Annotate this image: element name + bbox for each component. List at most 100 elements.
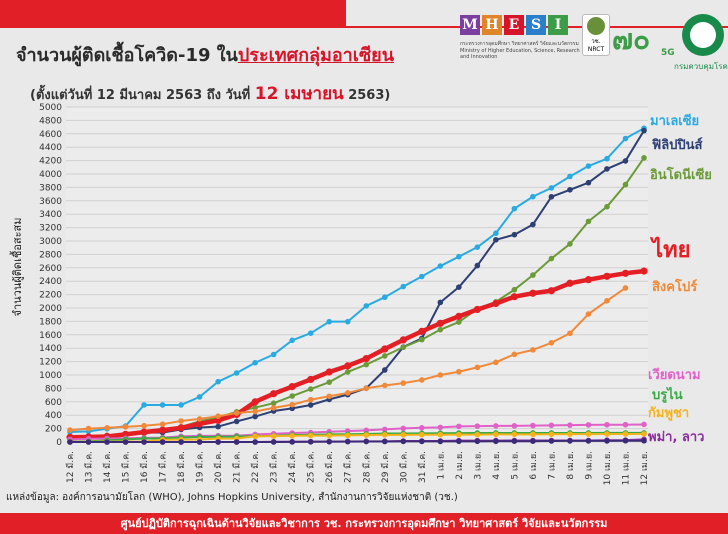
x-tick-label: 13 มี.ค. xyxy=(84,451,95,483)
data-point xyxy=(344,369,351,375)
mhesi-letter: I xyxy=(548,15,568,35)
data-point xyxy=(492,299,500,308)
data-point xyxy=(456,284,462,290)
x-tick-label: 1 เม.ย. xyxy=(436,451,446,480)
data-point xyxy=(270,390,278,398)
data-point xyxy=(141,402,147,408)
data-point xyxy=(641,421,647,428)
data-point xyxy=(474,364,481,371)
x-tick-label: 28 มี.ค. xyxy=(361,451,372,483)
x-tick-label: 30 มี.ค. xyxy=(398,451,409,483)
data-point xyxy=(604,431,610,437)
data-point xyxy=(585,179,592,186)
data-point xyxy=(548,185,555,191)
y-tick-label: 3000 xyxy=(39,237,62,247)
data-point xyxy=(400,344,407,351)
data-point xyxy=(493,423,499,429)
y-tick-label: 3400 xyxy=(39,210,62,220)
subtitle-date: 12 เมษายน xyxy=(254,84,344,104)
x-tick-label: 24 มี.ค. xyxy=(287,451,298,483)
data-point xyxy=(493,431,499,438)
data-point xyxy=(159,402,166,408)
data-point xyxy=(511,431,518,438)
data-point xyxy=(622,437,629,444)
data-point xyxy=(567,438,573,444)
data-point xyxy=(622,285,629,291)
data-point xyxy=(252,404,258,411)
data-point xyxy=(437,438,444,445)
data-point xyxy=(530,272,536,278)
data-point xyxy=(363,432,370,438)
data-point xyxy=(437,424,444,431)
x-tick-label: 10 เม.ย. xyxy=(603,451,613,485)
data-point xyxy=(307,330,314,336)
title-part1: จำนวนผู้ติดเชื้อโควิด-19 ใน xyxy=(16,45,238,66)
series-label: พม่า, ลาว xyxy=(648,429,705,445)
x-tick-label: 23 มี.ค. xyxy=(269,451,280,483)
data-point xyxy=(196,416,203,422)
data-point xyxy=(622,181,629,188)
data-point xyxy=(289,439,295,445)
y-tick-label: 1800 xyxy=(39,317,62,327)
data-point xyxy=(585,311,592,317)
series-label: บรูไน xyxy=(652,387,683,403)
data-point xyxy=(622,135,629,142)
series-line xyxy=(69,127,645,434)
data-point xyxy=(530,422,536,429)
moph-label: กรมควบคุมโรค xyxy=(674,62,728,71)
data-point xyxy=(215,439,221,445)
data-point xyxy=(215,413,221,420)
data-point xyxy=(196,394,203,400)
data-point xyxy=(437,299,444,306)
data-point xyxy=(437,372,444,378)
data-point xyxy=(381,426,388,433)
data-point xyxy=(381,345,389,353)
data-point xyxy=(381,353,388,359)
data-point xyxy=(493,359,499,366)
data-point xyxy=(604,155,610,162)
mhesi-letter: E xyxy=(504,15,524,35)
data-point xyxy=(196,439,203,445)
page-subtitle: (ตั้งแต่วันที่ 12 มีนาคม 2563 ถึง วันที่… xyxy=(30,80,390,107)
y-tick-label: 4000 xyxy=(39,170,62,180)
x-tick-label: 25 มี.ค. xyxy=(306,451,317,483)
title-highlight: ประเทศกลุ่มอาเซียน xyxy=(237,45,395,66)
data-point xyxy=(567,431,573,437)
nrct-logo: วช. NRCT xyxy=(582,14,610,56)
data-point xyxy=(511,351,518,358)
data-point xyxy=(307,386,314,392)
data-point xyxy=(158,426,167,434)
data-point xyxy=(233,370,240,376)
data-point xyxy=(85,439,92,445)
x-tick-label: 21 มี.ค. xyxy=(232,451,243,483)
series-label: กัมพูชา xyxy=(648,405,690,421)
data-point xyxy=(344,390,351,396)
data-point xyxy=(604,166,610,172)
top-red-bar xyxy=(0,0,346,26)
data-point xyxy=(270,405,277,411)
y-tick-label: 2000 xyxy=(39,304,62,314)
data-point xyxy=(363,385,370,392)
data-point xyxy=(474,244,481,250)
data-point xyxy=(511,231,518,238)
y-tick-label: 1000 xyxy=(39,371,62,381)
y-tick-label: 800 xyxy=(45,384,62,394)
x-tick-label: 12 เม.ย. xyxy=(640,451,650,485)
data-point xyxy=(104,424,110,431)
data-point xyxy=(326,432,333,439)
data-point xyxy=(511,286,518,293)
moph-emblem-icon xyxy=(690,22,716,48)
data-point xyxy=(473,305,481,314)
data-point xyxy=(214,416,222,425)
top-red-line xyxy=(0,26,728,28)
y-tick-label: 1600 xyxy=(39,331,62,341)
nrct-label: วช. NRCT xyxy=(587,38,605,53)
data-point xyxy=(400,283,407,290)
data-point xyxy=(270,351,277,358)
data-point xyxy=(548,339,555,346)
y-tick-label: 3800 xyxy=(39,183,62,193)
data-point xyxy=(548,193,555,200)
data-point xyxy=(604,203,610,210)
